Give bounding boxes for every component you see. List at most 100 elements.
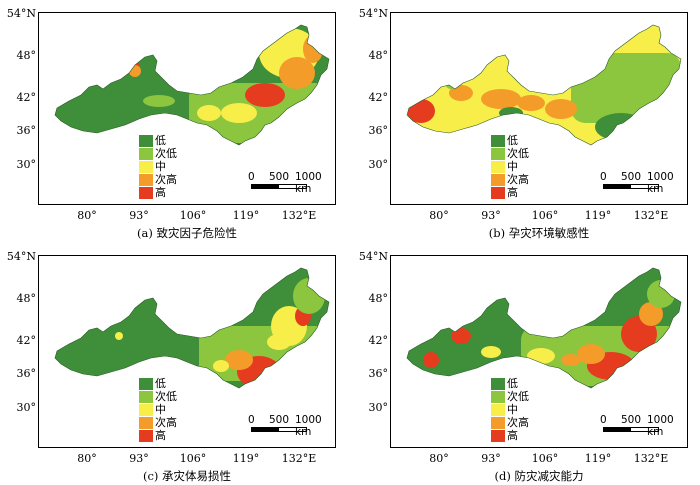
y-tick-36: 36° <box>368 367 389 380</box>
legend-swatch <box>491 186 505 199</box>
legend-item-mid-low: 次低 <box>139 390 177 403</box>
risk-patch <box>517 95 545 111</box>
choropleth-map <box>54 24 330 146</box>
x-tick-106: 106° <box>531 452 559 465</box>
scale-label-end: 1000 km <box>295 171 322 195</box>
map-legend: 低 次低 中 次高 高 <box>491 134 529 199</box>
x-tick-93: 93° <box>129 209 149 222</box>
choropleth-map <box>54 267 330 389</box>
risk-patch <box>267 334 291 350</box>
scale-label-mid: 500 <box>621 414 642 426</box>
legend-swatch <box>491 173 505 186</box>
legend-item-mid: 中 <box>139 403 177 416</box>
legend-item-high: 高 <box>491 429 529 442</box>
scale-label-end: 1000 km <box>295 414 322 438</box>
legend-item-mid-high: 次高 <box>139 173 177 186</box>
risk-patch <box>545 99 577 119</box>
panel-caption: (d) 防灾减灾能力 <box>494 469 584 483</box>
risk-patch <box>279 57 315 89</box>
legend-label: 高 <box>155 186 166 199</box>
choropleth-map <box>406 267 682 389</box>
map-frame: 低 次低 中 次高 高 0 500 1000 km <box>390 255 688 448</box>
scale-bar: 0 500 1000 km <box>247 171 335 195</box>
legend-label: 低 <box>507 377 518 390</box>
y-tick-30: 30° <box>16 401 37 414</box>
scale-label-mid: 500 <box>621 171 642 183</box>
y-tick-54: 54°N <box>358 250 388 263</box>
y-tick-36: 36° <box>16 367 37 380</box>
legend-swatch <box>139 147 153 160</box>
legend-swatch <box>491 390 505 403</box>
legend-label: 中 <box>155 160 166 173</box>
panel-caption: (c) 承灾体易损性 <box>142 469 232 483</box>
legend-swatch <box>491 160 505 173</box>
risk-patch <box>445 77 457 89</box>
legend-swatch <box>491 147 505 160</box>
scale-label-zero: 0 <box>248 171 255 183</box>
legend-swatch <box>491 377 505 390</box>
legend-label: 低 <box>155 134 166 147</box>
scale-bar: 0 500 1000 km <box>599 414 687 438</box>
x-tick-106: 106° <box>179 452 207 465</box>
x-tick-93: 93° <box>129 452 149 465</box>
legend-swatch <box>139 429 153 442</box>
legend-item-mid-low: 次低 <box>491 147 529 160</box>
risk-patch <box>561 354 581 366</box>
panel-caption: (b) 孕灾环境敏感性 <box>488 226 590 240</box>
legend-label: 次低 <box>507 147 529 160</box>
y-tick-48: 48° <box>16 292 37 305</box>
legend-item-low: 低 <box>491 134 529 147</box>
scale-label-end: 1000 km <box>647 414 674 438</box>
y-tick-30: 30° <box>16 158 37 171</box>
risk-patch <box>481 346 501 358</box>
risk-patch <box>595 113 647 141</box>
risk-patch <box>647 280 675 308</box>
legend-swatch <box>139 390 153 403</box>
scale-bar: 0 500 1000 km <box>599 171 687 195</box>
map-frame: 低 次低 中 次高 高 0 500 1000 km <box>38 12 336 205</box>
y-tick-54: 54°N <box>6 7 36 20</box>
legend-swatch <box>491 134 505 147</box>
legend-item-mid: 中 <box>139 160 177 173</box>
legend-item-mid-low: 次低 <box>491 390 529 403</box>
map-legend: 低 次低 中 次高 高 <box>139 377 177 442</box>
x-tick-132: 132°E <box>633 452 669 465</box>
legend-item-low: 低 <box>139 134 177 147</box>
map-frame: 低 次低 中 次高 高 0 500 1000 km <box>390 12 688 205</box>
y-tick-54: 54°N <box>358 7 388 20</box>
map-legend: 低 次低 中 次高 高 <box>491 377 529 442</box>
risk-patch <box>499 107 523 119</box>
x-tick-106: 106° <box>179 209 207 222</box>
x-tick-119: 119° <box>584 452 612 465</box>
map-panel-a: 54°N 48° 42° 36° 30° 低 次低 中 次高 高 0 500 1… <box>0 0 348 242</box>
scale-bar-graphic <box>251 184 307 189</box>
x-tick-119: 119° <box>584 209 612 222</box>
legend-swatch <box>139 403 153 416</box>
x-tick-80: 80° <box>77 452 97 465</box>
scale-label-zero: 0 <box>248 414 255 426</box>
x-tick-119: 119° <box>232 452 260 465</box>
legend-item-low: 低 <box>491 377 529 390</box>
scale-label-mid: 500 <box>269 414 290 426</box>
x-tick-93: 93° <box>481 452 501 465</box>
scale-label-zero: 0 <box>600 414 607 426</box>
scale-label-zero: 0 <box>600 171 607 183</box>
scale-bar-graphic <box>603 427 659 432</box>
map-panel-c: 54°N 48° 42° 36° 30° 低 次低 中 次高 高 0 500 1… <box>0 243 348 485</box>
x-tick-93: 93° <box>481 209 501 222</box>
region-outline <box>54 24 330 146</box>
legend-label: 次低 <box>155 390 177 403</box>
y-tick-42: 42° <box>368 91 389 104</box>
risk-patch <box>245 83 285 107</box>
legend-swatch <box>491 403 505 416</box>
risk-patch <box>199 326 329 381</box>
y-tick-54: 54°N <box>6 250 36 263</box>
scale-bar-graphic <box>603 184 659 189</box>
legend-label: 中 <box>507 160 518 173</box>
map-panel-d: 54°N 48° 42° 36° 30° 低 次低 中 次高 高 0 500 1… <box>352 243 700 485</box>
risk-patch <box>303 35 323 63</box>
legend-item-low: 低 <box>139 377 177 390</box>
risk-patch <box>451 328 471 344</box>
map-legend: 低 次低 中 次高 高 <box>139 134 177 199</box>
scale-label-end: 1000 km <box>647 171 674 195</box>
